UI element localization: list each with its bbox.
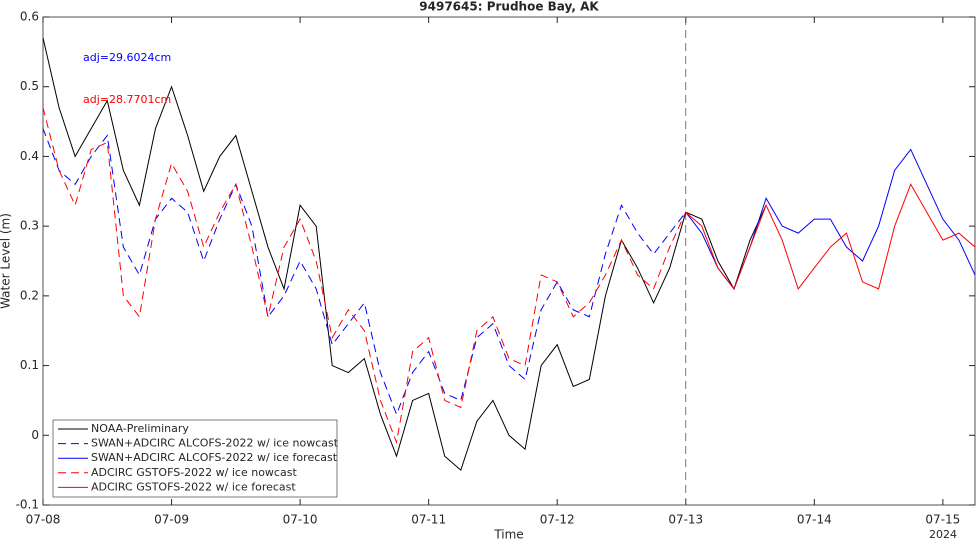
legend-label: ADCIRC GSTOFS-2022 w/ ice forecast [91, 480, 296, 493]
legend-label: SWAN+ADCIRC ALCOFS-2022 w/ ice nowcast [91, 437, 339, 450]
y-tick-label: 0.1 [20, 358, 39, 372]
x-tick-label: 07-11 [411, 513, 446, 527]
x-axis-label: Time [493, 528, 523, 541]
y-tick-label: 0.6 [20, 10, 39, 24]
legend-label: NOAA-Preliminary [91, 422, 189, 435]
annotation: adj=28.7701cm [83, 93, 171, 106]
series-line [685, 148, 976, 290]
x-year-label: 2024 [929, 528, 957, 541]
y-tick-label: 0 [31, 428, 39, 442]
y-tick-label: 0.4 [20, 149, 39, 163]
chart-title: 9497645: Prudhoe Bay, AK [419, 0, 599, 14]
x-tick-label: 07-13 [668, 513, 703, 527]
annotation: adj=29.6024cm [83, 51, 171, 64]
y-tick-label: 0.5 [20, 79, 39, 93]
x-tick-label: 07-12 [540, 513, 575, 527]
plot-frame [42, 16, 976, 506]
series-line [685, 183, 976, 290]
legend-box [52, 419, 338, 498]
x-tick-label: 07-08 [26, 513, 61, 527]
x-tick-label: 07-15 [925, 513, 960, 527]
x-tick-label: 07-14 [797, 513, 832, 527]
y-tick-label: 0.3 [20, 219, 39, 233]
y-axis-label: Water Level (m) [0, 213, 13, 309]
x-tick-label: 07-10 [283, 513, 318, 527]
legend-label: SWAN+ADCIRC ALCOFS-2022 w/ ice forecast [91, 451, 338, 464]
series-line [42, 128, 687, 416]
series-line [42, 107, 687, 445]
y-tick-label: 0.2 [20, 288, 39, 302]
legend-label: ADCIRC GSTOFS-2022 w/ ice nowcast [91, 466, 297, 479]
series-line [42, 37, 767, 472]
x-tick-label: 07-09 [154, 513, 189, 527]
y-tick-label: -0.1 [16, 498, 39, 512]
